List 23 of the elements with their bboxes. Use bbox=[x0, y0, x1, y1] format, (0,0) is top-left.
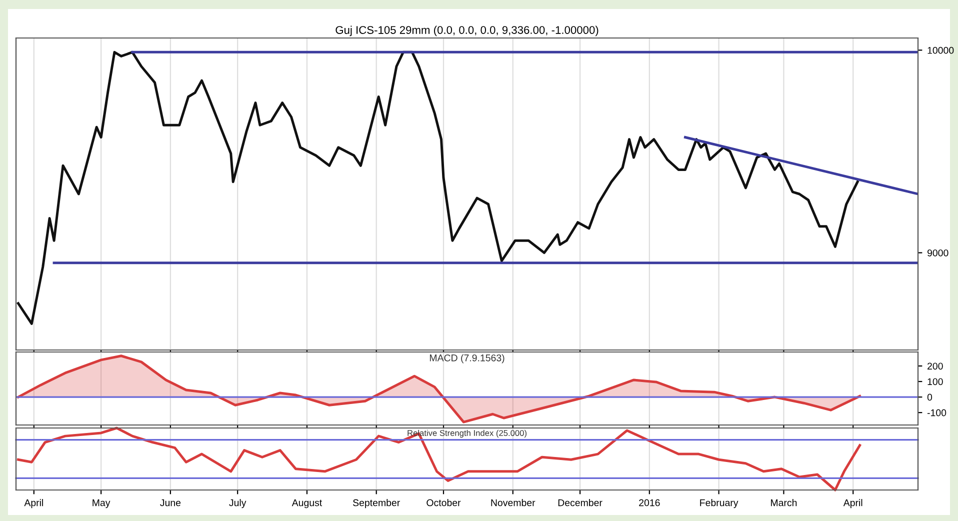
x-tick-label: May bbox=[92, 499, 110, 508]
x-tick-label: April bbox=[24, 499, 43, 508]
y-tick-label: 100 bbox=[928, 378, 943, 386]
x-tick-label: 2016 bbox=[639, 499, 660, 506]
x-tick-label: December bbox=[558, 499, 602, 506]
y-tick-label: 9000 bbox=[927, 249, 948, 256]
x-tick-label: July bbox=[229, 499, 246, 508]
x-tick-label: October bbox=[426, 499, 461, 506]
y-tick-label: -100 bbox=[927, 409, 946, 416]
x-tick-label: September bbox=[353, 499, 400, 508]
x-tick-label: April bbox=[843, 499, 862, 508]
chart-title: MACD (7.9.1563) bbox=[430, 354, 504, 364]
y-tick-label: 200 bbox=[928, 362, 943, 370]
x-tick-label: March bbox=[771, 499, 797, 506]
chart-title: Relative Strength Index (25.000) bbox=[408, 430, 526, 438]
chart-title: Guj ICS-105 29mm (0.0, 0.0, 0.0, 9,336.00, -1.00000) bbox=[336, 26, 598, 36]
x-tick-label: February bbox=[700, 499, 738, 508]
x-tick-label: August bbox=[292, 499, 322, 508]
x-tick-label: June bbox=[160, 499, 181, 506]
x-tick-label: November bbox=[491, 499, 536, 506]
y-tick-label: 10000 bbox=[928, 46, 954, 54]
y-tick-label: 0 bbox=[927, 394, 932, 401]
line-series bbox=[16, 50, 859, 325]
